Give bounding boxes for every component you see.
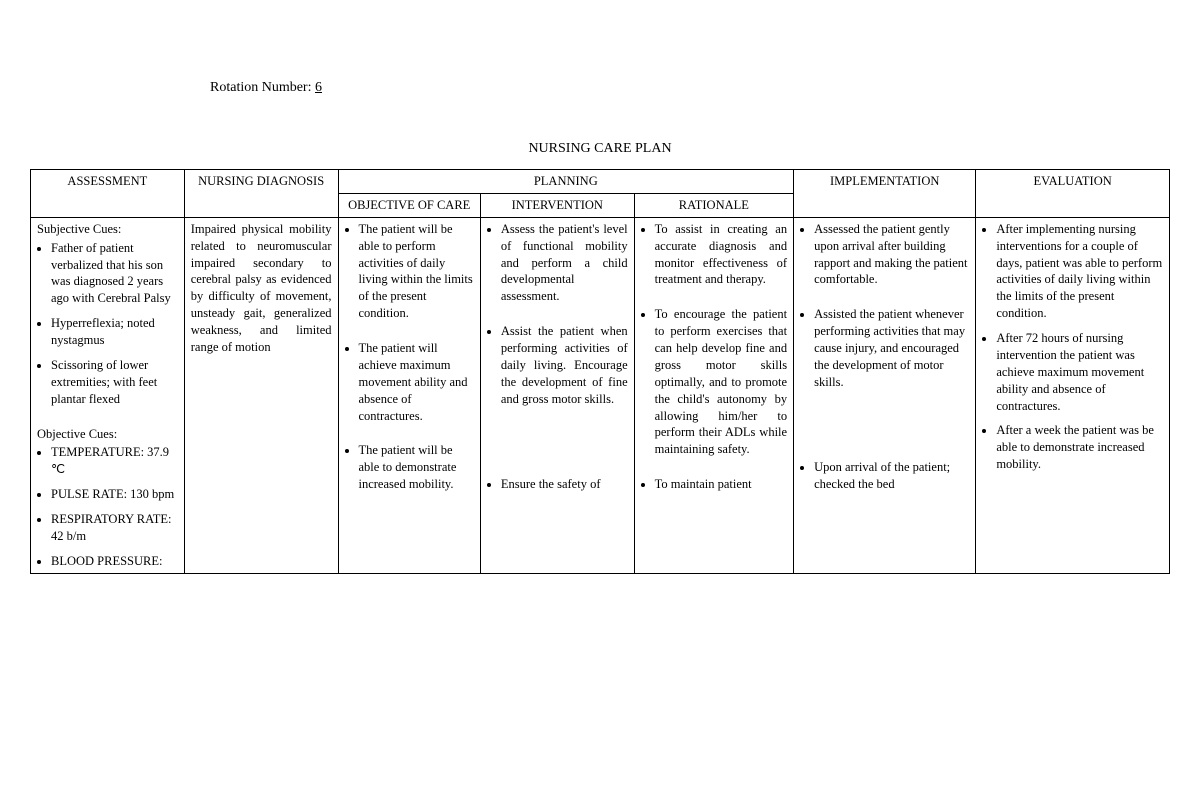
list-item: Assessed the patient gently upon arrival… bbox=[814, 221, 969, 289]
list-item: After 72 hours of nursing intervention t… bbox=[996, 330, 1163, 414]
care-plan-table: ASSESSMENT NURSING DIAGNOSIS PLANNING IM… bbox=[30, 169, 1170, 574]
list-item: To encourage the patient to perform exer… bbox=[655, 306, 787, 458]
table-header-row-1: ASSESSMENT NURSING DIAGNOSIS PLANNING IM… bbox=[31, 170, 1170, 194]
list-item: The patient will achieve maximum movemen… bbox=[359, 340, 474, 424]
page-title: NURSING CARE PLAN bbox=[30, 141, 1170, 157]
list-item: Father of patient verbalized that his so… bbox=[51, 240, 178, 308]
subjective-cues-list: Father of patient verbalized that his so… bbox=[37, 240, 178, 408]
list-item: Scissoring of lower extremities; with fe… bbox=[51, 357, 178, 408]
list-item: BLOOD PRESSURE: bbox=[51, 553, 178, 570]
objective-cues-list: TEMPERATURE: 37.9 ℃ PULSE RATE: 130 bpm … bbox=[37, 444, 178, 569]
list-item: To assist in creating an accurate diagno… bbox=[655, 221, 787, 289]
cell-objective: The patient will be able to perform acti… bbox=[338, 217, 480, 573]
col-rationale: RATIONALE bbox=[634, 193, 793, 217]
list-item: To maintain patient bbox=[655, 476, 787, 493]
list-item: PULSE RATE: 130 bpm bbox=[51, 486, 178, 503]
list-item: The patient will be able to demonstrate … bbox=[359, 442, 474, 493]
document-page: Rotation Number: 6 NURSING CARE PLAN ASS… bbox=[0, 0, 1200, 574]
list-item: TEMPERATURE: 37.9 ℃ bbox=[51, 444, 178, 478]
col-objective: OBJECTIVE OF CARE bbox=[338, 193, 480, 217]
col-evaluation: EVALUATION bbox=[976, 170, 1170, 218]
list-item: Assisted the patient whenever performing… bbox=[814, 306, 969, 390]
list-item: Ensure the safety of bbox=[501, 476, 628, 493]
list-item: Upon arrival of the patient; checked the… bbox=[814, 459, 969, 493]
rotation-number: Rotation Number: 6 bbox=[210, 80, 1170, 96]
cell-evaluation: After implementing nursing interventions… bbox=[976, 217, 1170, 573]
cell-intervention: Assess the patient's level of functional… bbox=[480, 217, 634, 573]
cell-implementation: Assessed the patient gently upon arrival… bbox=[794, 217, 976, 573]
list-item: The patient will be able to perform acti… bbox=[359, 221, 474, 322]
cell-rationale: To assist in creating an accurate diagno… bbox=[634, 217, 793, 573]
rotation-value: 6 bbox=[315, 80, 322, 95]
rotation-label: Rotation Number: bbox=[210, 80, 315, 95]
list-item: Hyperreflexia; noted nystagmus bbox=[51, 315, 178, 349]
col-assessment: ASSESSMENT bbox=[31, 170, 185, 218]
table-row: Subjective Cues: Father of patient verba… bbox=[31, 217, 1170, 573]
col-implementation: IMPLEMENTATION bbox=[794, 170, 976, 218]
list-item: Assist the patient when performing activ… bbox=[501, 323, 628, 407]
col-planning: PLANNING bbox=[338, 170, 794, 194]
cell-diagnosis: Impaired physical mobility related to ne… bbox=[184, 217, 338, 573]
subjective-cues-label: Subjective Cues: bbox=[37, 221, 178, 238]
col-diagnosis: NURSING DIAGNOSIS bbox=[184, 170, 338, 218]
list-item: Assess the patient's level of functional… bbox=[501, 221, 628, 305]
objective-list: The patient will be able to perform acti… bbox=[345, 221, 474, 322]
col-intervention: INTERVENTION bbox=[480, 193, 634, 217]
list-item: After implementing nursing interventions… bbox=[996, 221, 1163, 322]
list-item: RESPIRATORY RATE: 42 b/m bbox=[51, 511, 178, 545]
cell-assessment: Subjective Cues: Father of patient verba… bbox=[31, 217, 185, 573]
list-item: After a week the patient was be able to … bbox=[996, 422, 1163, 473]
objective-cues-label: Objective Cues: bbox=[37, 426, 178, 443]
